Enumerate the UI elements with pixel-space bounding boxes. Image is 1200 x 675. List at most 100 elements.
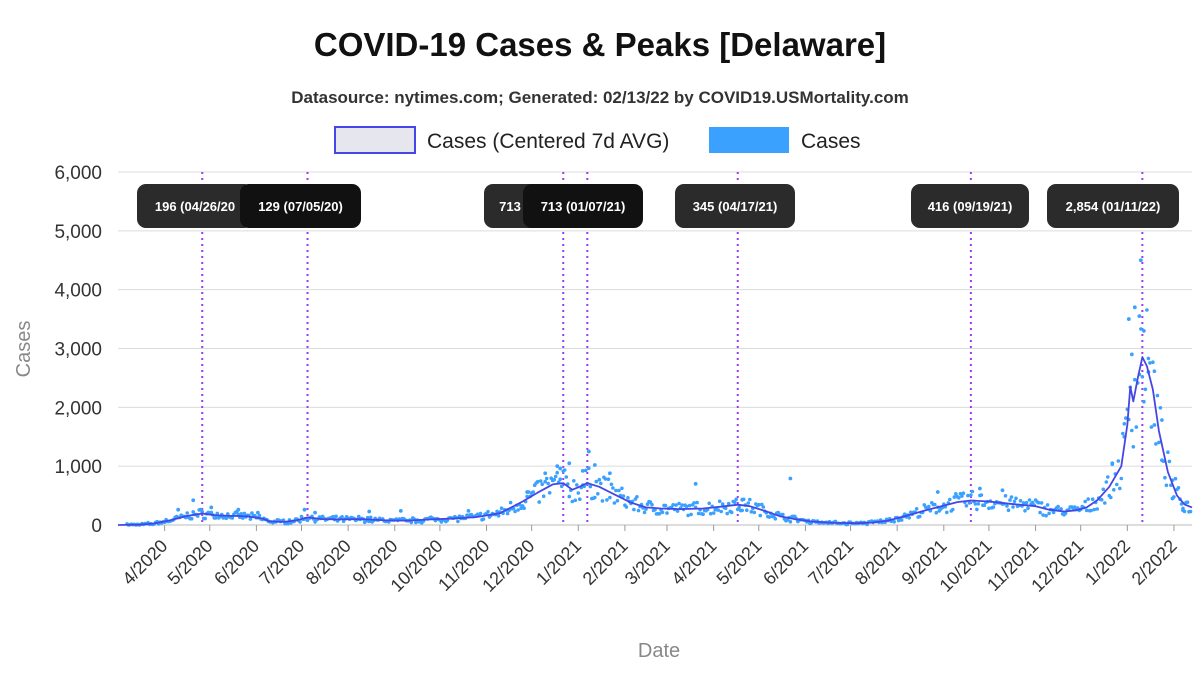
cases-point: [1000, 488, 1005, 493]
cases-point: [748, 497, 752, 502]
cases-point: [1152, 369, 1157, 374]
cases-point: [1170, 496, 1175, 501]
cases-point: [1116, 459, 1121, 463]
cases-point: [935, 490, 940, 494]
cases-point: [1155, 393, 1160, 398]
cases-point: [1129, 352, 1134, 357]
cases-point: [203, 516, 207, 521]
cases-point: [592, 463, 597, 467]
cases-point: [1115, 482, 1119, 487]
cases-point: [914, 507, 919, 511]
cases-point: [302, 507, 307, 512]
peak-label-box: [911, 184, 1029, 228]
cases-point: [185, 511, 189, 515]
cases-point: [665, 511, 669, 515]
avg-line: [117, 356, 1193, 526]
cases-point: [298, 520, 302, 524]
cases-point: [1134, 425, 1139, 429]
cases-point: [564, 475, 569, 479]
cases-point: [241, 516, 245, 520]
cases-point: [729, 510, 734, 515]
x-tick-label: 6/2020: [210, 536, 263, 589]
legend-swatch-avg: [334, 126, 416, 154]
cases-point: [230, 516, 235, 520]
cases-point: [1006, 508, 1011, 512]
cases-point: [976, 502, 981, 506]
cases-point: [907, 516, 911, 520]
x-tick-label: 2/2022: [1128, 536, 1181, 589]
cases-point: [1121, 431, 1125, 436]
cases-point: [1110, 461, 1115, 466]
cases-point: [1021, 501, 1026, 505]
cases-point: [608, 495, 612, 500]
cases-point: [1131, 445, 1136, 449]
cases-point: [299, 514, 304, 519]
cases-point: [979, 493, 984, 497]
cases-point: [663, 503, 668, 508]
peak-label-text: 713 (01/07/21): [541, 199, 626, 214]
cases-point: [1039, 501, 1044, 505]
cases-point: [1036, 500, 1041, 505]
peak-label: 713 (01/07/21): [523, 184, 643, 228]
cases-point: [313, 510, 317, 515]
cases-point: [1104, 480, 1109, 484]
cases-point: [689, 512, 693, 517]
cases-point: [1051, 510, 1056, 515]
avg-line-layer: [117, 356, 1193, 526]
cases-point: [734, 497, 738, 502]
cases-point: [684, 504, 689, 509]
cases-point: [1126, 317, 1131, 321]
cases-point: [1059, 507, 1063, 511]
cases-point: [1101, 487, 1106, 492]
cases-point: [1163, 475, 1167, 480]
cases-point: [573, 498, 578, 503]
cases-point: [555, 470, 559, 475]
grid: [118, 171, 1192, 526]
cases-point: [255, 510, 260, 515]
cases-point: [757, 502, 761, 507]
x-tick-label: 5/2021: [713, 536, 766, 589]
cases-point: [558, 477, 562, 482]
cases-point: [1160, 418, 1164, 422]
cases-point: [687, 503, 692, 508]
peak-label: 416 (09/19/21): [911, 184, 1029, 228]
cases-point: [635, 495, 639, 499]
cases-point: [466, 508, 471, 513]
cases-point: [973, 502, 978, 506]
cases-point: [1018, 499, 1023, 503]
cases-point: [967, 501, 972, 505]
peak-label: 2,854 (01/11/22): [1047, 184, 1179, 228]
cases-point: [1083, 499, 1087, 504]
cases-point: [200, 509, 204, 514]
peak-label-text: 345 (04/17/21): [693, 199, 778, 214]
cases-point: [945, 510, 949, 515]
cases-point: [927, 504, 931, 509]
cases-point: [745, 508, 749, 512]
cases-point: [570, 499, 575, 504]
cases-point: [680, 503, 684, 507]
cases-point: [1146, 356, 1151, 361]
cases-point: [740, 497, 745, 502]
cases-point: [1089, 508, 1093, 513]
cases-point: [982, 503, 987, 508]
cases-point: [599, 481, 603, 486]
cases-point: [544, 476, 549, 481]
cases-point: [624, 505, 629, 509]
cases-point: [1138, 258, 1143, 263]
peak-label: 345 (04/17/21): [675, 184, 795, 228]
cases-point: [707, 501, 711, 506]
cases-point: [525, 490, 530, 494]
cases-point: [567, 461, 572, 466]
peak-label: 129 (07/05/20): [240, 184, 361, 228]
cases-point: [1009, 495, 1014, 499]
cases-point: [559, 484, 564, 489]
cases-point: [286, 521, 290, 526]
cases-point: [1041, 513, 1045, 517]
cases-point: [621, 494, 626, 498]
cases-point: [1133, 377, 1137, 382]
cases-point: [1005, 504, 1009, 508]
cases-point: [611, 486, 615, 490]
cases-point: [746, 501, 751, 505]
cases-point: [191, 510, 195, 514]
cases-point: [1008, 498, 1012, 502]
